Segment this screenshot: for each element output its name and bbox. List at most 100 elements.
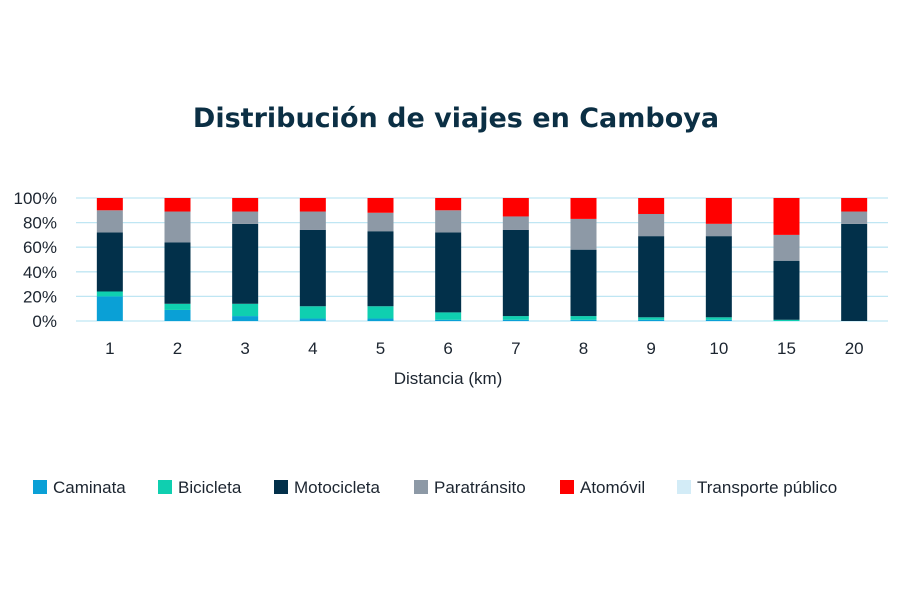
gridlines [76, 197, 888, 322]
bar-segment-bicicleta-10 [705, 317, 732, 320]
bar-segment-atom-vil-8 [570, 198, 597, 219]
y-tick-label: 20% [23, 287, 57, 306]
bar-segment-atom-vil-6 [435, 198, 462, 211]
bar-segment-motocicleta-1 [96, 232, 123, 292]
bar-segment-atom-vil-10 [705, 198, 732, 224]
x-tick-label: 15 [777, 339, 796, 358]
x-tick-label: 6 [443, 339, 452, 358]
y-tick-label: 80% [23, 214, 57, 233]
x-tick-label: 4 [308, 339, 317, 358]
bar-segment-bicicleta-7 [502, 316, 529, 320]
bar-segment-caminata-4 [299, 318, 326, 321]
bar-segment-atom-vil-7 [502, 198, 529, 217]
bar-segment-motocicleta-15 [773, 260, 800, 320]
bar-segment-atom-vil-5 [367, 198, 394, 213]
bar-segment-paratr-nsito-5 [367, 212, 394, 232]
bar-segment-paratr-nsito-9 [638, 213, 665, 237]
bar-segment-bicicleta-6 [435, 312, 462, 320]
x-tick-label: 8 [579, 339, 588, 358]
legend-label: Paratránsito [434, 478, 526, 497]
legend-label: Transporte público [697, 478, 837, 497]
legend-label: Bicicleta [178, 478, 242, 497]
bar-segment-caminata-10 [705, 319, 732, 321]
bar-segment-bicicleta-8 [570, 316, 597, 320]
bar-segment-motocicleta-20 [841, 223, 868, 321]
bar-segment-paratr-nsito-2 [164, 211, 191, 243]
legend-swatch [33, 480, 47, 494]
bar-segment-motocicleta-7 [502, 229, 529, 317]
bar-segment-caminata-3 [232, 316, 259, 321]
legend-item: Atomóvil [560, 478, 645, 497]
x-tick-label: 10 [709, 339, 728, 358]
legend-swatch [158, 480, 172, 494]
legend-item: Caminata [33, 478, 126, 497]
legend-swatch [560, 480, 574, 494]
legend-item: Transporte público [677, 478, 837, 497]
bar-segment-bicicleta-2 [164, 303, 191, 310]
bar-segment-bicicleta-4 [299, 306, 326, 319]
x-tick-label: 2 [173, 339, 182, 358]
bar-segment-atom-vil-9 [638, 198, 665, 214]
bar-segment-caminata-8 [570, 319, 597, 321]
bar-segment-motocicleta-4 [299, 229, 326, 307]
y-axis-ticks: 0% 20% 40% 60% 80% 100% [14, 189, 57, 331]
bar-segment-caminata-9 [638, 319, 665, 321]
bar-segment-atom-vil-4 [299, 198, 326, 212]
bar-segment-motocicleta-8 [570, 249, 597, 317]
legend-label: Atomóvil [580, 478, 645, 497]
legend-item: Bicicleta [158, 478, 242, 497]
y-tick-label: 100% [14, 189, 57, 208]
legend-swatch [274, 480, 288, 494]
y-tick-label: 60% [23, 238, 57, 257]
x-tick-label: 9 [646, 339, 655, 358]
bar-segment-atom-vil-3 [232, 198, 259, 212]
x-tick-label: 3 [240, 339, 249, 358]
bar-segment-caminata-1 [96, 296, 123, 321]
bar-segment-motocicleta-6 [435, 232, 462, 313]
legend-swatch [677, 480, 691, 494]
bar-segment-bicicleta-1 [96, 291, 123, 297]
bar-segment-motocicleta-10 [705, 236, 732, 318]
bar-segment-paratr-nsito-15 [773, 234, 800, 261]
legend-label: Motocicleta [294, 478, 381, 497]
bar-segment-caminata-2 [164, 309, 191, 321]
x-axis-label: Distancia (km) [394, 369, 503, 388]
bar-segment-motocicleta-3 [232, 223, 259, 304]
x-tick-label: 5 [376, 339, 385, 358]
bar-segment-bicicleta-3 [232, 303, 259, 317]
bar-segment-paratr-nsito-7 [502, 216, 529, 230]
legend-item: Paratránsito [414, 478, 526, 497]
legend-swatch [414, 480, 428, 494]
y-tick-label: 40% [23, 263, 57, 282]
bar-segment-paratr-nsito-6 [435, 210, 462, 233]
legend: Caminata Bicicleta Motocicleta Paratránsito… [33, 478, 837, 497]
x-tick-label: 7 [511, 339, 520, 358]
x-tick-label: 20 [845, 339, 864, 358]
bar-segment-caminata-7 [502, 319, 529, 321]
bar-segment-atom-vil-1 [96, 198, 123, 211]
bar-segment-motocicleta-5 [367, 231, 394, 307]
bar-segment-motocicleta-2 [164, 242, 191, 304]
chart-title: Distribución de viajes en Camboya [193, 103, 719, 134]
bar-segment-atom-vil-15 [773, 198, 800, 235]
x-tick-label: 1 [105, 339, 114, 358]
bar-segment-paratr-nsito-4 [299, 211, 326, 230]
bar-segment-bicicleta-9 [638, 317, 665, 320]
legend-item: Motocicleta [274, 478, 381, 497]
bar-segment-atom-vil-2 [164, 198, 191, 212]
x-axis-ticks: 1 2 3 4 5 6 7 8 9 10 15 20 [105, 339, 864, 358]
bar-segment-bicicleta-5 [367, 306, 394, 319]
bars [96, 198, 868, 321]
bar-segment-motocicleta-9 [638, 236, 665, 318]
legend-label: Caminata [53, 478, 126, 497]
bar-segment-paratr-nsito-20 [841, 211, 868, 224]
bar-segment-caminata-6 [435, 319, 462, 321]
bar-segment-paratr-nsito-8 [570, 218, 597, 250]
bar-segment-paratr-nsito-10 [705, 223, 732, 237]
bar-segment-paratr-nsito-1 [96, 210, 123, 233]
bar-segment-bicicleta-15 [773, 319, 800, 321]
bar-segment-paratr-nsito-3 [232, 211, 259, 224]
y-tick-label: 0% [32, 312, 57, 331]
bar-segment-caminata-5 [367, 318, 394, 321]
